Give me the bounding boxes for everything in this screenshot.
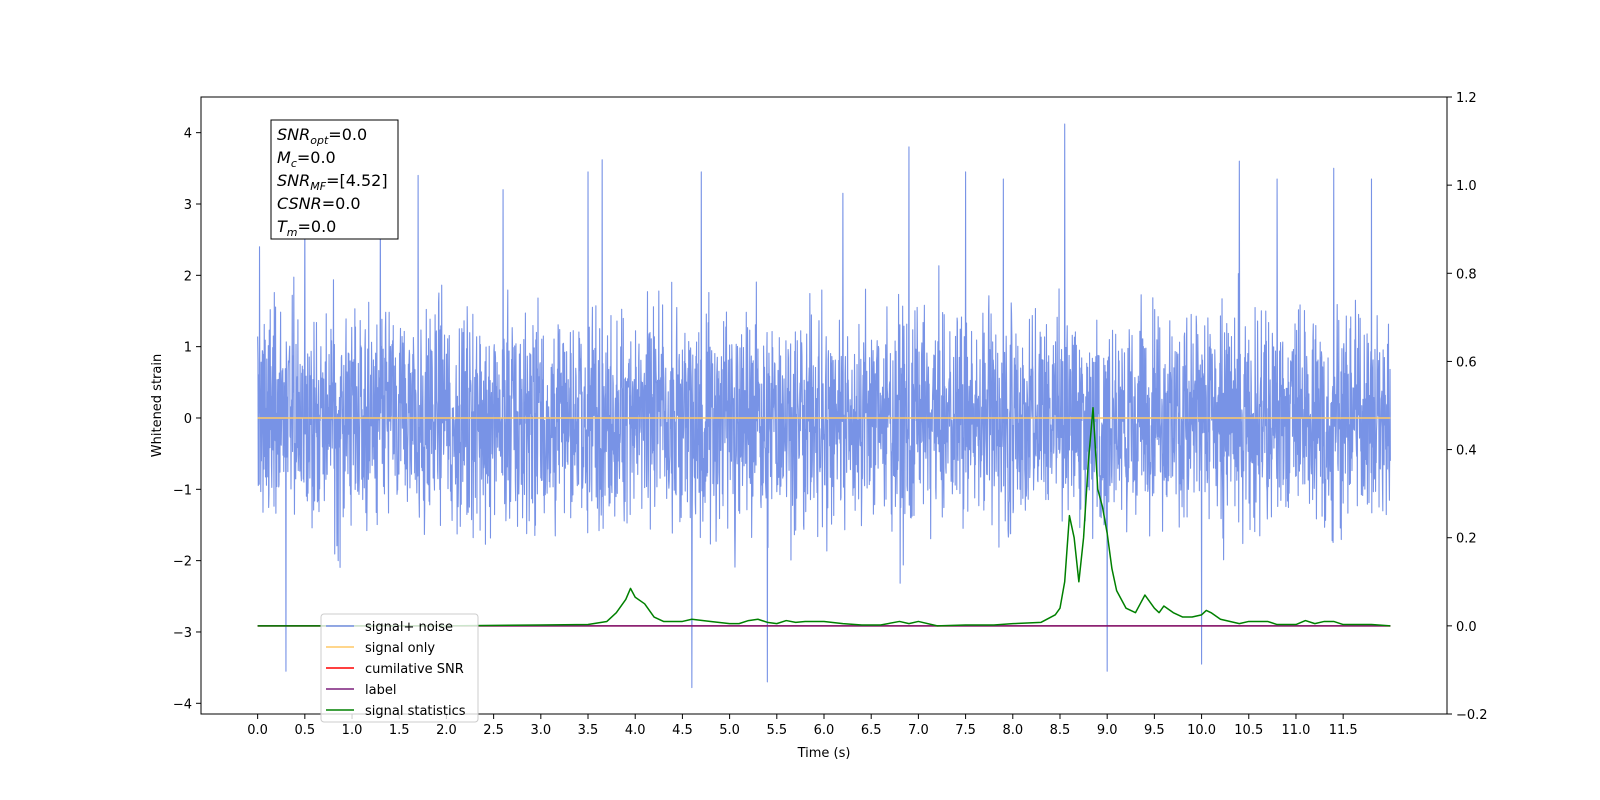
info-value: =[4.52] — [326, 171, 388, 190]
y2-tick-label: 0.6 — [1456, 355, 1477, 370]
x-tick-label: 5.5 — [766, 723, 787, 738]
x-axis-label: Time (s) — [797, 746, 851, 761]
x-tick-label: 1.5 — [389, 723, 410, 738]
info-value: =0.0 — [322, 194, 361, 213]
x-tick-label: 9.0 — [1097, 723, 1118, 738]
x-tick-label: 4.0 — [625, 723, 646, 738]
series-line-signal-noise — [257, 123, 1391, 689]
info-subscript: c — [291, 157, 297, 170]
y-tick-label: 2 — [184, 269, 192, 284]
legend-entry: signal only — [365, 641, 435, 656]
x-tick-label: 7.5 — [955, 723, 976, 738]
y-tick-label: −4 — [173, 697, 192, 712]
y-tick-label: −3 — [173, 626, 192, 641]
axes: 0.0 0.5 1.0 1.5 2.0 2.5 3.0 3.5 4.0 4.5 5.0 5.5 6.0 6… — [150, 91, 1488, 761]
info-box: SNRopt=0.0Mc=0.0SNRMF=[4.52]CSNR=0.0Tm=0… — [270, 119, 399, 240]
x-tick-label: 6.0 — [814, 723, 835, 738]
info-value: =0.0 — [298, 217, 337, 236]
y2-tick-label: −0.2 — [1456, 708, 1488, 723]
info-symbol: CSNR — [277, 194, 322, 213]
y2-tick-label: 0.4 — [1456, 444, 1477, 459]
y-axis-label: Whitened strain — [150, 354, 165, 457]
x-tick-label: 8.0 — [1002, 723, 1023, 738]
x-tick-label: 5.0 — [719, 723, 740, 738]
y-tick-label: 4 — [184, 127, 192, 142]
y2-tick-label: 0.2 — [1456, 532, 1477, 547]
x-tick-label: 3.0 — [530, 723, 551, 738]
x-tick-label: 2.0 — [436, 723, 457, 738]
legend-entry: cumilative SNR — [365, 662, 464, 677]
legend-entry: label — [365, 683, 396, 698]
y2-tick-label: 1.2 — [1456, 91, 1477, 106]
info-line: SNRopt=0.0 — [277, 125, 367, 147]
x-tick-label: 11.5 — [1329, 723, 1358, 738]
info-symbol: T — [277, 217, 288, 236]
x-tick-label: 11.0 — [1281, 723, 1310, 738]
info-line: CSNR=0.0 — [277, 194, 361, 213]
y-tick-label: −1 — [173, 483, 192, 498]
x-tick-label: 0.5 — [294, 723, 315, 738]
y-tick-label: 1 — [184, 341, 192, 356]
info-subscript: opt — [310, 134, 329, 147]
y-tick-label: 3 — [184, 198, 192, 213]
info-line: Mc=0.0 — [277, 148, 336, 170]
info-subscript: m — [287, 226, 298, 239]
info-symbol: SNR — [277, 171, 310, 190]
info-symbol: SNR — [277, 125, 310, 144]
legend-entry: signal+ noise — [365, 620, 453, 635]
info-line: SNRMF=[4.52] — [277, 171, 388, 193]
y-tick-label: −2 — [173, 555, 192, 570]
x-tick-label: 9.5 — [1144, 723, 1165, 738]
x-tick-label: 1.0 — [342, 723, 363, 738]
series-line-signal-statistics — [257, 406, 1391, 627]
y2-tick-label: 0.8 — [1456, 267, 1477, 282]
y2-tick-label: 0.0 — [1456, 620, 1477, 635]
x-tick-label: 2.5 — [483, 723, 504, 738]
info-value: =0.0 — [297, 148, 336, 167]
legend: signal+ noise signal only cumilative SNR la… — [320, 613, 479, 723]
info-value: =0.0 — [328, 125, 367, 144]
info-box-frame — [270, 119, 399, 240]
x-tick-label: 8.5 — [1050, 723, 1071, 738]
x-tick-label: 10.0 — [1187, 723, 1216, 738]
legend-entry: signal statistics — [365, 704, 466, 719]
x-tick-label: 0.0 — [247, 723, 268, 738]
x-tick-label: 6.5 — [861, 723, 882, 738]
x-tick-label: 3.5 — [578, 723, 599, 738]
y2-tick-label: 1.0 — [1456, 179, 1477, 194]
info-line: Tm=0.0 — [277, 217, 336, 239]
x-tick-label: 4.5 — [672, 723, 693, 738]
x-tick-label: 10.5 — [1234, 723, 1263, 738]
legend-frame — [320, 613, 479, 723]
info-symbol: M — [277, 148, 291, 167]
info-subscript: MF — [310, 180, 326, 193]
y-tick-label: 0 — [184, 412, 192, 427]
x-tick-label: 7.0 — [908, 723, 929, 738]
